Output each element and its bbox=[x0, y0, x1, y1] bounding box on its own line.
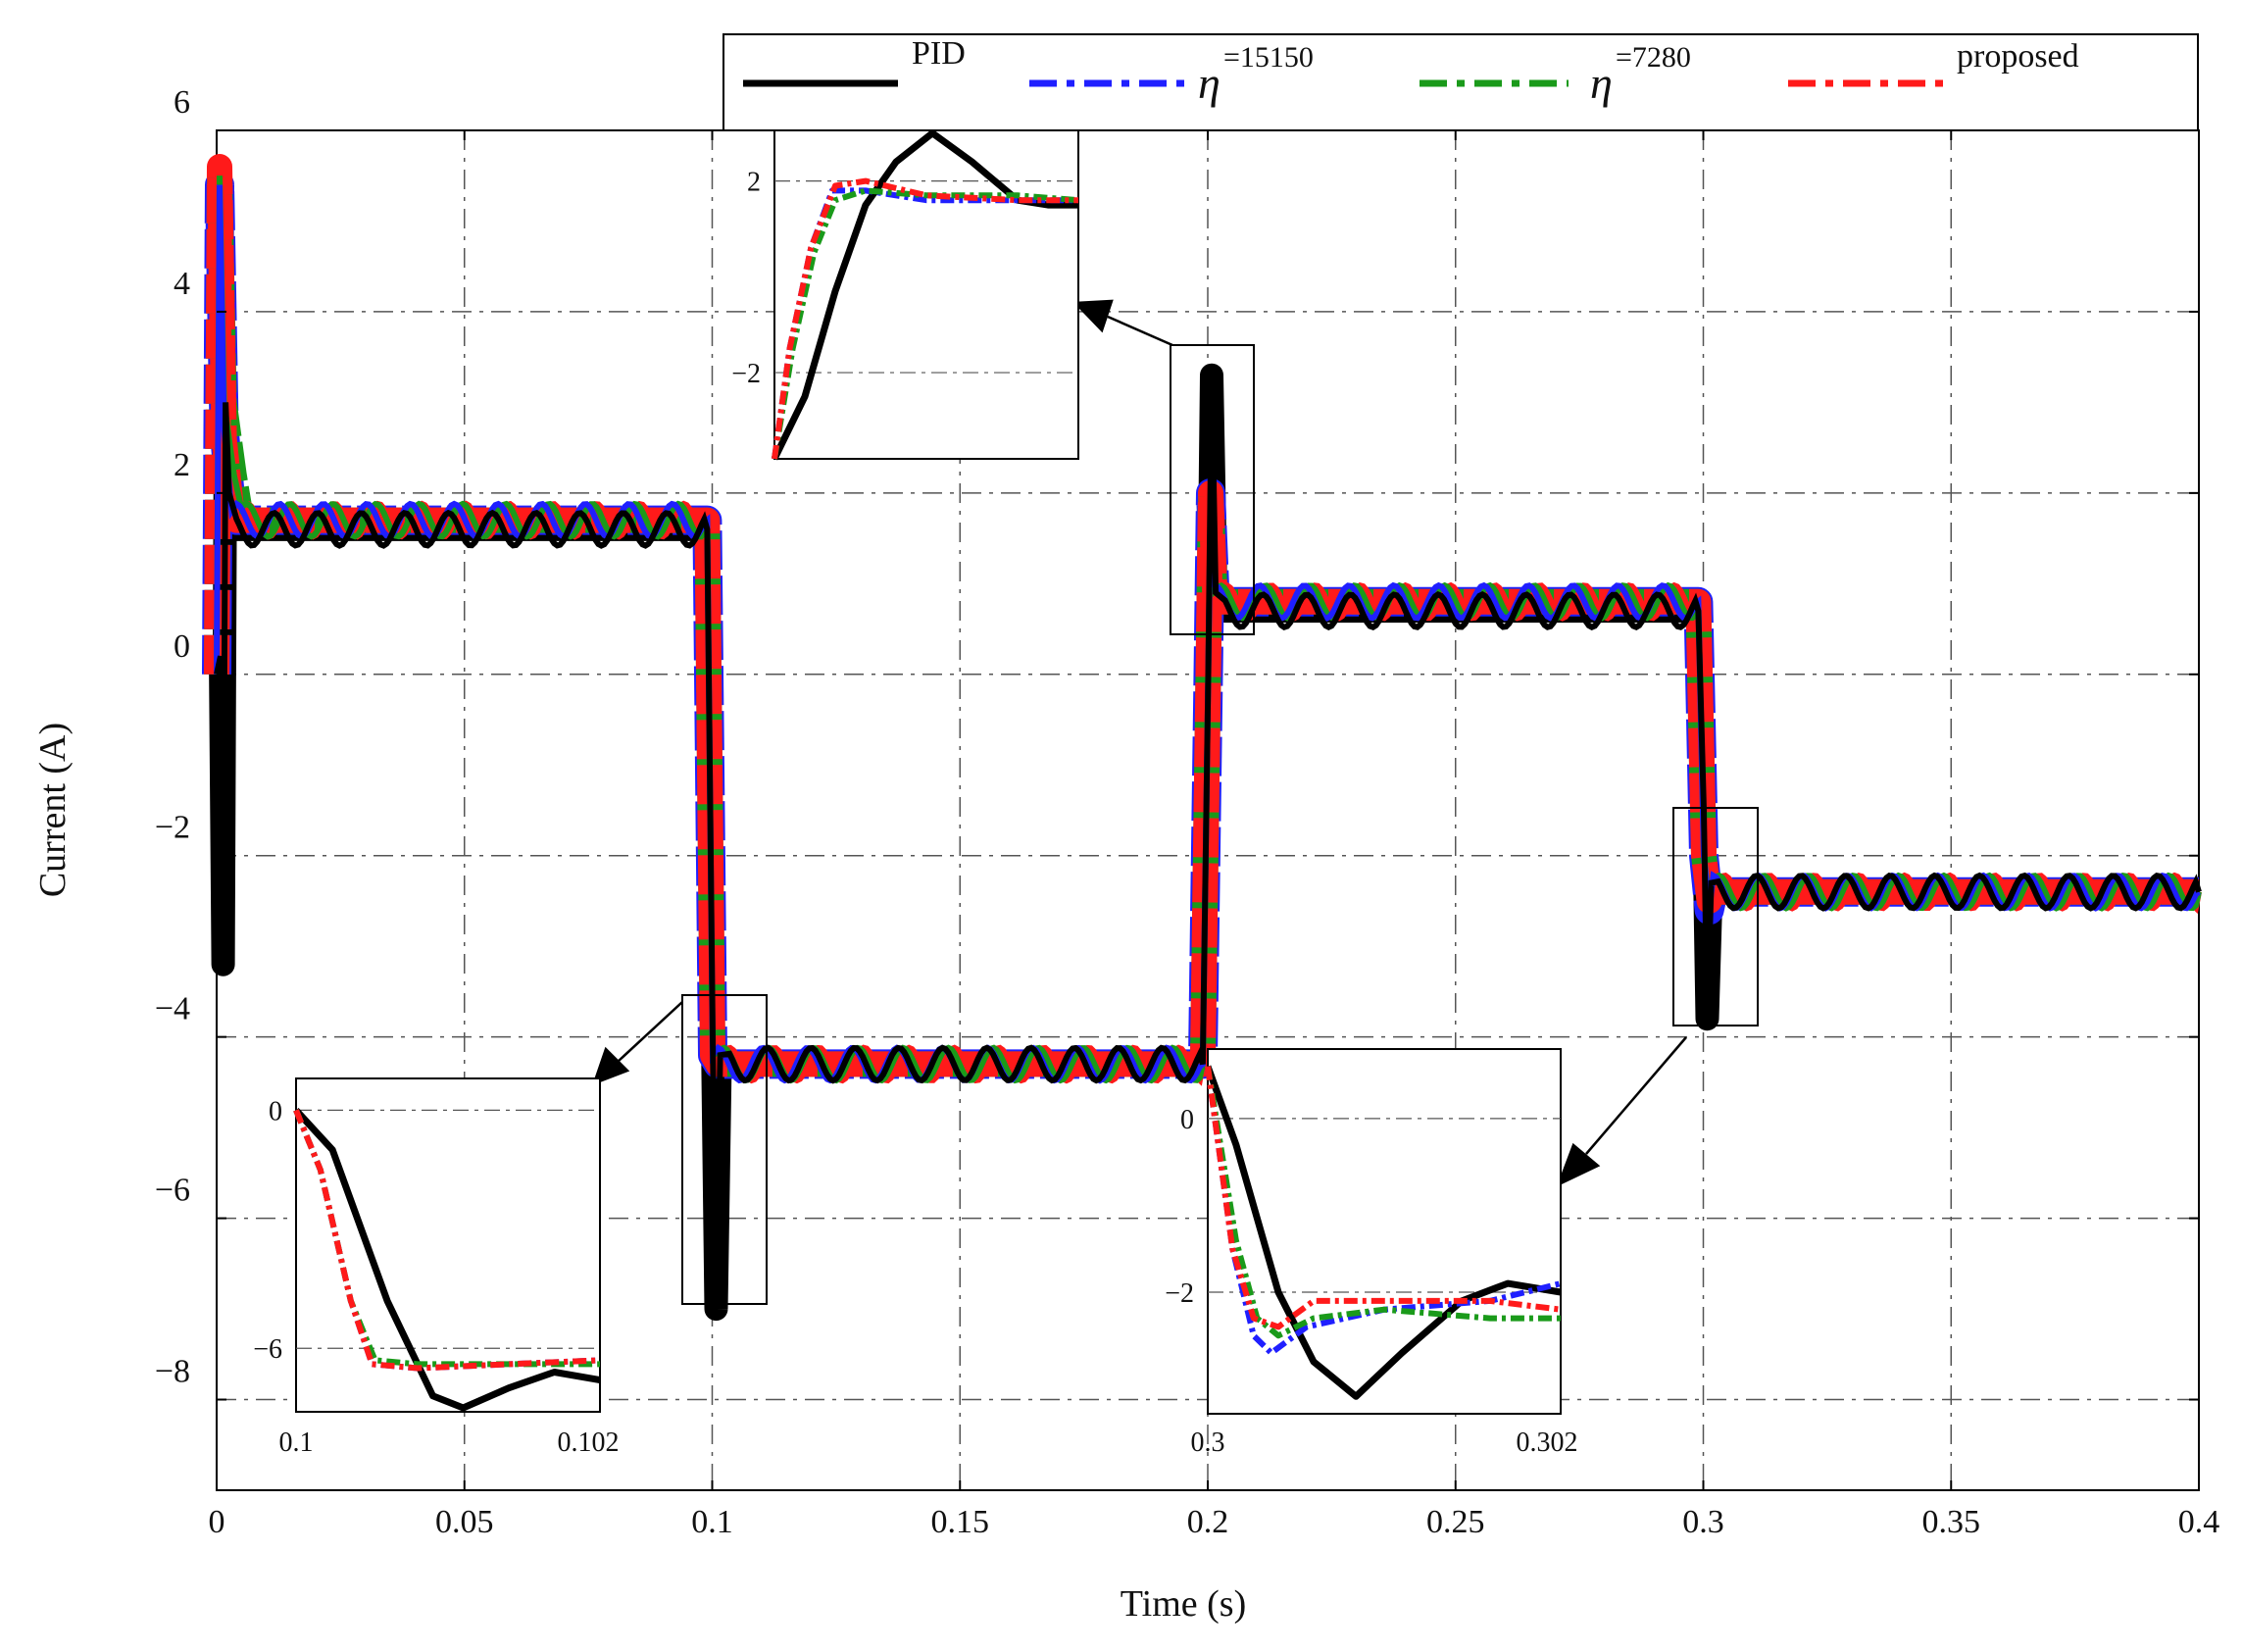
inset-y-tick-label: −2 bbox=[731, 359, 761, 389]
inset-x-tick-label: 0.102 bbox=[558, 1427, 620, 1458]
inset-x-tick-label: 0.1 bbox=[279, 1427, 314, 1458]
x-tick-label: 0 bbox=[209, 1504, 225, 1540]
y-axis-ticks: 6 4 2 0 −2 −4 −6 −8 bbox=[155, 84, 2199, 1401]
inset-series-7280 bbox=[772, 187, 1079, 460]
legend-label-pid: PID bbox=[912, 35, 966, 72]
inset-series-proposed bbox=[1205, 1066, 1562, 1330]
inset-series-pid bbox=[1204, 1065, 1562, 1400]
x-tick-label: 0.25 bbox=[1426, 1504, 1485, 1540]
legend-label-proposed: proposed bbox=[1957, 38, 2079, 75]
x-tick-label: 0.35 bbox=[1922, 1504, 1981, 1540]
inset-x-tick-label: 0.3 bbox=[1191, 1427, 1225, 1458]
x-axis-ticks: 0 0.05 0.1 0.15 0.2 0.25 0.3 0.35 0.4 bbox=[209, 130, 2220, 1540]
series-noise-pid bbox=[214, 375, 2202, 1310]
x-tick-label: 0.3 bbox=[1682, 1504, 1724, 1540]
zoom-arrow-0.3 bbox=[1585, 1036, 1687, 1155]
x-tick-label: 0.05 bbox=[435, 1504, 494, 1540]
arrowhead-icon bbox=[1072, 299, 1114, 333]
y-tick-label: 2 bbox=[174, 447, 190, 483]
series-layer bbox=[202, 154, 2202, 1322]
inset-y-tick-label: −6 bbox=[253, 1334, 282, 1365]
inset-layer: 0 −6 0.1 0.102 2 −2 0 −2 0.3 0.302 bbox=[253, 123, 1578, 1458]
x-axis-label: Time (s) bbox=[1121, 1583, 1246, 1625]
inset-zoom-0.3: 0 −2 0.3 0.302 bbox=[1165, 1048, 1578, 1458]
y-tick-label: −2 bbox=[155, 810, 190, 846]
inset-series-7280 bbox=[1205, 1066, 1561, 1339]
y-tick-label: −4 bbox=[155, 991, 190, 1027]
zoom-markers bbox=[591, 299, 1759, 1305]
legend-label-eta15150: =15150 bbox=[1223, 41, 1314, 74]
inset-series-proposed bbox=[772, 177, 1078, 460]
arrowhead-icon bbox=[1556, 1142, 1601, 1187]
zoom-box-0.3 bbox=[1672, 807, 1759, 1026]
inset-y-tick-label: 0 bbox=[1180, 1105, 1194, 1135]
zoom-box-0.2 bbox=[1170, 344, 1255, 635]
y-tick-label: 4 bbox=[174, 266, 190, 302]
legend: PID η =15150 η =7280 proposed bbox=[722, 33, 2199, 131]
inset-y-tick-label: 2 bbox=[747, 168, 761, 198]
y-tick-label: −6 bbox=[155, 1173, 190, 1209]
inset-frame bbox=[773, 123, 1079, 460]
arrowhead-icon bbox=[591, 1046, 630, 1086]
x-tick-label: 0.1 bbox=[691, 1504, 733, 1540]
y-tick-label: −8 bbox=[155, 1354, 190, 1390]
inset-frame bbox=[295, 1077, 601, 1413]
x-tick-label: 0.15 bbox=[931, 1504, 990, 1540]
zoom-box-0.1 bbox=[681, 994, 768, 1305]
y-tick-label: 0 bbox=[174, 628, 190, 665]
legend-symbol-eta15150: η bbox=[1198, 58, 1221, 108]
inset-series-proposed bbox=[293, 1109, 601, 1372]
legend-label-eta7280: =7280 bbox=[1616, 41, 1691, 74]
inset-frame bbox=[1207, 1048, 1562, 1415]
inset-zoom-0.1: 0 −6 0.1 0.102 bbox=[253, 1077, 620, 1458]
inset-y-tick-label: −2 bbox=[1165, 1278, 1194, 1309]
zoom-arrow-0.2 bbox=[1107, 315, 1173, 347]
legend-symbol-eta7280: η bbox=[1590, 58, 1613, 108]
inset-x-tick-label: 0.302 bbox=[1517, 1427, 1578, 1458]
zoom-arrow-0.1 bbox=[617, 1001, 683, 1063]
inset-zoom-0.2: 2 −2 bbox=[731, 123, 1079, 461]
y-axis-label: Current (A) bbox=[32, 723, 74, 897]
x-tick-label: 0.4 bbox=[2178, 1504, 2220, 1540]
x-tick-label: 0.2 bbox=[1187, 1504, 1229, 1540]
inset-y-tick-label: 0 bbox=[269, 1096, 282, 1126]
inset-series-pid bbox=[293, 1108, 601, 1412]
y-tick-label: 6 bbox=[174, 84, 190, 121]
